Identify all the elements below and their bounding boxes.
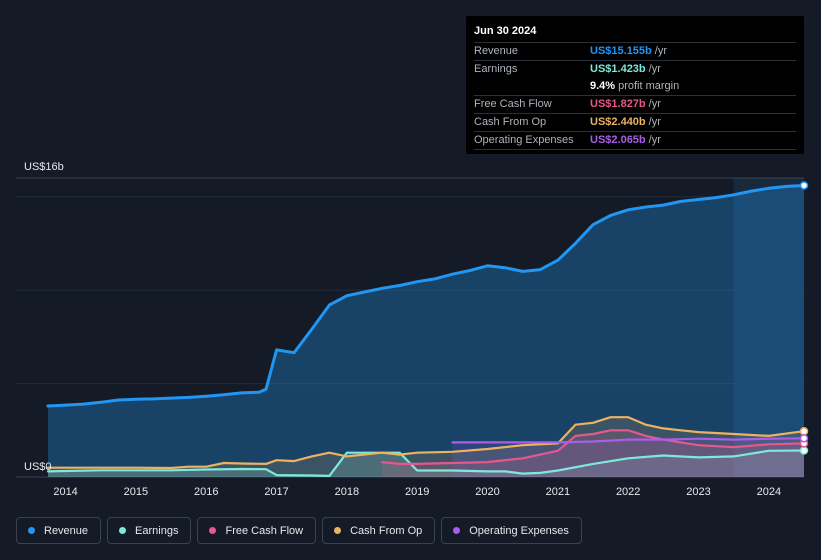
area-cash-from-op <box>48 417 804 477</box>
legend: Revenue Earnings Free Cash Flow Cash Fro… <box>16 517 582 544</box>
tooltip-value: US$2.065b <box>590 134 646 146</box>
tooltip-value: US$1.423b <box>590 63 646 75</box>
tooltip-unit: /yr <box>648 63 661 75</box>
legend-item-free-cash-flow[interactable]: Free Cash Flow <box>197 517 317 544</box>
chart: US$16b US$0 2014 2015 2016 2017 2018 2019 2020… <box>16 161 809 498</box>
legend-dot-icon <box>28 527 35 534</box>
tooltip-label: Operating Expenses <box>474 134 574 146</box>
line-revenue <box>46 184 806 408</box>
tooltip-row-profit-margin: 9.4% profit margin <box>474 78 796 96</box>
x-axis-ticks: 2014 2015 2016 2017 2018 2019 2020 2021 2022 2023… <box>53 486 781 498</box>
end-marker-revenue <box>799 181 809 190</box>
tooltip-margin-value: 9.4% <box>590 80 616 92</box>
x-tick-label: 2017 <box>264 486 288 498</box>
series-areas <box>48 185 804 477</box>
end-marker-cash-from-op <box>799 426 809 436</box>
tooltip-row-earnings: Earnings US$1.423b /yr <box>474 61 796 78</box>
end-marker-earnings <box>799 446 809 455</box>
x-tick-label: 2020 <box>475 486 499 498</box>
tooltip-value: US$15.155b <box>590 45 652 57</box>
tooltip-label: Free Cash Flow <box>474 98 552 110</box>
tooltip-unit: /yr <box>648 98 661 110</box>
tooltip-row-cash-from-op: Cash From Op US$2.440b /yr <box>474 114 796 132</box>
tooltip-row-free-cash-flow: Free Cash Flow US$1.827b /yr <box>474 96 796 114</box>
x-tick-label: 2024 <box>757 486 781 498</box>
y-axis-top-label: US$16b <box>24 161 64 173</box>
area-earnings <box>48 450 804 477</box>
gridlines <box>16 177 804 478</box>
line-operating-expenses <box>451 437 806 444</box>
tooltip-margin-text: profit margin <box>618 80 680 92</box>
highlight-region <box>733 178 804 477</box>
end-marker-operating-expenses <box>799 434 809 443</box>
tooltip-row-revenue: Revenue US$15.155b /yr <box>474 43 796 61</box>
area-revenue <box>48 185 804 477</box>
tooltip-panel: Jun 30 2024 Revenue US$15.155b /yr Earni… <box>466 16 804 154</box>
legend-item-earnings[interactable]: Earnings <box>107 517 192 544</box>
legend-item-operating-expenses[interactable]: Operating Expenses <box>441 517 582 544</box>
x-tick-label: 2023 <box>686 486 710 498</box>
tooltip-label: Earnings <box>474 63 518 75</box>
legend-dot-icon <box>209 527 217 534</box>
x-tick-label: 2022 <box>616 486 640 498</box>
legend-label: Operating Expenses <box>469 524 569 537</box>
tooltip-date: Jun 30 2024 <box>474 23 796 43</box>
tooltip-label: Revenue <box>474 45 519 57</box>
area-free-cash-flow <box>382 430 804 477</box>
series-end-markers <box>799 181 809 455</box>
legend-label: Cash From Op <box>350 524 423 537</box>
tooltip-value: US$1.827b <box>590 98 646 110</box>
legend-item-revenue[interactable]: Revenue <box>16 517 102 544</box>
x-tick-label: 2014 <box>53 486 77 498</box>
tooltip-label: Cash From Op <box>474 116 547 128</box>
line-earnings <box>46 449 806 477</box>
x-tick-label: 2016 <box>194 486 218 498</box>
x-tick-label: 2021 <box>546 486 570 498</box>
tooltip-label-spacer <box>474 78 590 95</box>
legend-dot-icon <box>119 527 127 534</box>
line-free-cash-flow <box>380 429 806 465</box>
x-tick-label: 2018 <box>335 486 359 498</box>
x-tick-label: 2015 <box>124 486 148 498</box>
legend-label: Revenue <box>44 524 89 537</box>
y-axis-bottom-label: US$0 <box>24 461 52 473</box>
series-lines <box>46 184 806 477</box>
legend-label: Free Cash Flow <box>225 524 304 537</box>
legend-item-cash-from-op[interactable]: Cash From Op <box>322 517 436 544</box>
tooltip-row-operating-expenses: Operating Expenses US$2.065b /yr <box>474 132 796 150</box>
tooltip-unit: /yr <box>648 134 661 146</box>
legend-label: Earnings <box>135 524 179 537</box>
tooltip-unit: /yr <box>654 45 667 57</box>
tooltip-value: US$2.440b <box>590 116 646 128</box>
x-tick-label: 2019 <box>405 486 429 498</box>
line-cash-from-op <box>46 416 806 470</box>
tooltip-unit: /yr <box>648 116 661 128</box>
legend-dot-icon <box>334 527 342 534</box>
legend-dot-icon <box>453 527 461 534</box>
